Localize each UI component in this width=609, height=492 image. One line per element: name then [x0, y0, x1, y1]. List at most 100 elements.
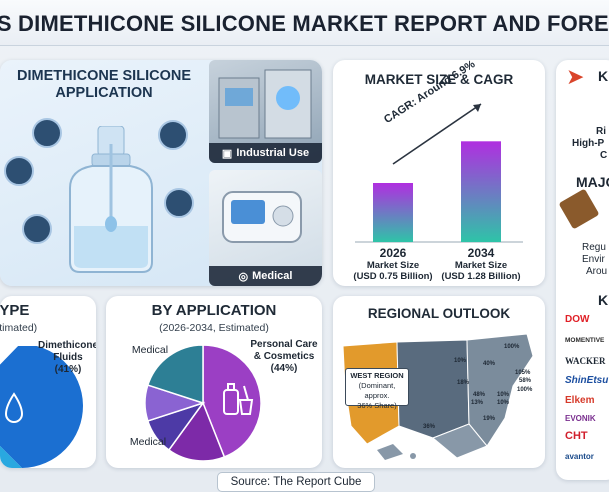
rocket-icon: ➤ [566, 64, 585, 89]
state-pct: 100% [517, 387, 533, 393]
pie-slice-4 [146, 344, 204, 405]
gavel-icon [558, 188, 600, 230]
category-label: 2026 [379, 246, 407, 260]
medical-label-bottom: Medical [129, 436, 167, 448]
logo-avantor: avantor [565, 452, 594, 461]
medical-label: Medical [252, 270, 293, 282]
right-heading-top: K [598, 68, 609, 84]
market-size-title: MARKET SIZE & CAGR [364, 72, 514, 87]
drop-icon [22, 214, 52, 244]
state-pct: 40% [483, 361, 496, 367]
dimethicone-label-line2: Fluids [53, 352, 83, 363]
market-size-panel: MARKET SIZE & CAGR [333, 60, 545, 286]
by-application-pie [144, 344, 262, 462]
callout-line1: WEST REGION [350, 371, 404, 380]
bar-2034 [461, 141, 501, 242]
right-line3: C [600, 150, 608, 161]
logo-cht: CHT [565, 430, 588, 442]
industrial-machine-icon [218, 69, 312, 139]
right-line5: Envir [582, 254, 605, 265]
source-label: Source: The Report Cube [217, 472, 375, 492]
logo-wacker: WACKER [565, 356, 606, 366]
medical-label-top: Medical [131, 344, 169, 356]
personal-care-line1: Personal Care [250, 339, 318, 350]
state-pct: 10% [497, 392, 510, 398]
state-pct: 10% [454, 358, 467, 364]
logo-momentive: MOMENTIVE [565, 337, 605, 344]
bottle-icon [69, 126, 153, 273]
molecule-icon [164, 188, 194, 218]
right-heading1: MAJO [576, 174, 609, 190]
factory-icon: ▣ [221, 147, 233, 160]
pie-slice-other [0, 446, 22, 468]
right-line1: Ri [596, 126, 606, 137]
hawaii [410, 453, 416, 459]
logo-dow: DOW [565, 314, 590, 325]
dimethicone-label-line1: Dimethicone [38, 340, 96, 351]
by-application-panel: BY APPLICATION (2026-2034, Estimated) Me… [106, 296, 322, 468]
personal-care-label: Personal Care & Cosmetics (44%) [244, 339, 322, 375]
application-title-line2: APPLICATION [55, 85, 153, 101]
drop-icon [4, 392, 24, 423]
cosmetics-icon [223, 383, 254, 415]
south-region [432, 423, 488, 459]
molecule-icon [4, 156, 34, 186]
state-pct: 19% [483, 416, 496, 422]
state-pct: 58% [519, 378, 532, 384]
product-type-panel: CT TYPE stimated) Dimethicone Fluids (41… [0, 296, 96, 468]
molecule-icon [158, 120, 188, 150]
by-application-subtitle: (2026-2034, Estimated) [159, 322, 269, 334]
growth-arrowhead [473, 104, 481, 112]
callout-line3: 36% Share) [357, 401, 397, 410]
industrial-label: Industrial Use [236, 147, 310, 159]
regional-outlook-title: REGIONAL OUTLOOK [367, 306, 511, 321]
personal-care-line2: & Cosmetics [253, 351, 315, 362]
personal-care-line3: (44%) [270, 363, 298, 374]
pie-slice-0 [202, 344, 262, 458]
state-pct: 13% [471, 400, 484, 406]
industrial-image: ▣ Industrial Use [209, 60, 322, 163]
product-type-subtitle: stimated) [0, 322, 38, 334]
right-line4: Regu [582, 242, 606, 253]
industrial-caption: ▣ Industrial Use [209, 143, 322, 163]
page-title: ES DIMETHICONE SILICONE MARKET REPORT AN… [0, 11, 609, 36]
category-label: 2034 [467, 246, 495, 260]
medical-image: ◎ Medical [209, 170, 322, 286]
value-label: Market Size [454, 260, 508, 271]
alaska [377, 444, 403, 460]
bar-label-2034: 2034 Market Size (USD 1.28 Billion) [431, 246, 531, 282]
dimethicone-fluids-label: Dimethicone Fluids (41%) [38, 340, 96, 376]
logo-shinetsu: ShinEtsu [565, 375, 609, 386]
state-pct: 48% [473, 392, 486, 398]
bar-2026 [373, 183, 413, 242]
application-panel: DIMETHICONE SILICONE APPLICATION ▣ Indus… [0, 60, 322, 286]
medical-icon: ◎ [238, 270, 249, 283]
right-line2: High-P [572, 138, 605, 149]
callout-line2: (Dominant, approx. [358, 381, 396, 400]
regional-outlook-panel: REGIONAL OUTLOOK WEST REGION (Dominant, … [333, 296, 545, 468]
state-pct: 10% [497, 400, 510, 406]
market-size-chart [355, 103, 523, 243]
logo-elkem: Elkem [565, 395, 595, 406]
molecule-icon [32, 118, 62, 148]
product-type-pie [0, 346, 83, 468]
pie-slice-dimethicone-fluids [0, 346, 83, 468]
application-title: DIMETHICONE SILICONE APPLICATION [0, 68, 208, 102]
dimethicone-label-line3: (41%) [54, 364, 82, 375]
value-label: (USD 1.28 Billion) [441, 271, 521, 282]
right-column-panel: ➤ K Ri High-P C MAJO Regu Envir Arou K [556, 60, 609, 480]
value-label: Market Size [366, 260, 420, 271]
state-pct: 18% [457, 380, 470, 386]
medical-caption: ◎ Medical [209, 266, 322, 286]
growth-arrow [392, 103, 482, 165]
state-pct: 105% [515, 370, 531, 376]
logo-evonik: EVONIK [565, 414, 596, 423]
medical-device-icon [222, 191, 302, 243]
application-title-line1: DIMETHICONE SILICONE [16, 68, 191, 84]
title-bar: ES DIMETHICONE SILICONE MARKET REPORT AN… [0, 0, 609, 46]
bar-label-2026: 2026 Market Size (USD 0.75 Billion) [343, 246, 443, 282]
west-region-callout: WEST REGION (Dominant, approx. 36% Share… [345, 368, 409, 410]
product-type-title: CT TYPE [0, 302, 30, 319]
right-line6: Arou [586, 266, 608, 277]
state-pct: 36% [423, 424, 436, 430]
